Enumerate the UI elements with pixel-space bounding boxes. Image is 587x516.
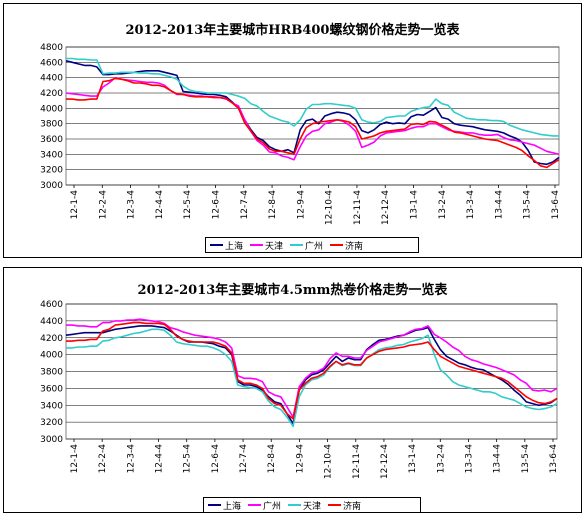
legend-swatch	[290, 244, 304, 246]
x-tick-label: 13-6-4	[551, 190, 561, 220]
x-tick-label: 12-12-4	[380, 444, 390, 479]
x-tick-label: 12-1-4	[70, 190, 80, 220]
x-tick-label: 12-5-4	[183, 190, 193, 220]
x-tick-label: 12-7-4	[240, 190, 250, 220]
x-tick-label: 13-3-4	[464, 444, 474, 474]
legend-item: 广州	[290, 239, 323, 252]
series-line-济南	[66, 321, 558, 420]
chart-legend: 上海 广州 天津 济南	[203, 497, 421, 513]
y-tick-label: 3800	[40, 368, 63, 378]
legend-swatch	[248, 504, 262, 506]
x-tick-label: 12-10-4	[325, 190, 335, 225]
series-line-广州	[66, 318, 558, 418]
y-tick-label: 4600	[40, 300, 63, 310]
legend-swatch	[288, 504, 302, 506]
x-tick-label: 12-7-4	[239, 444, 249, 474]
x-tick-label: 12-3-4	[127, 190, 137, 220]
x-tick-label: 12-6-4	[211, 190, 221, 220]
legend-swatch	[208, 504, 221, 506]
legend-label: 广州	[305, 241, 324, 252]
x-tick-label: 13-6-4	[549, 444, 559, 474]
chart-legend: 上海 天津 广州 济南	[205, 237, 419, 253]
x-tick-label: 12-12-4	[381, 190, 391, 225]
chart-title: 2012-2013年主要城市HRB400螺纹钢价格走势一览表	[125, 23, 460, 38]
y-tick-label: 4600	[40, 58, 63, 68]
legend-item: 天津	[250, 239, 283, 252]
series-line-济南	[66, 77, 560, 169]
legend-label: 上海	[225, 241, 244, 252]
legend-swatch	[328, 504, 342, 506]
legend-label: 广州	[263, 501, 282, 512]
x-tick-label: 12-9-4	[295, 444, 305, 474]
y-tick-label: 4000	[40, 351, 63, 361]
legend-item: 广州	[248, 499, 281, 512]
x-tick-label: 13-4-4	[494, 190, 504, 220]
legend-label: 济南	[343, 501, 362, 512]
x-tick-label: 12-8-4	[268, 190, 278, 220]
legend-label: 天津	[265, 241, 284, 252]
x-tick-label: 13-2-4	[436, 444, 446, 474]
x-tick-label: 13-1-4	[408, 444, 418, 474]
x-tick-label: 12-2-4	[98, 444, 108, 474]
y-tick-label: 3200	[40, 418, 63, 428]
legend-swatch	[330, 244, 344, 246]
x-tick-label: 12-9-4	[296, 190, 306, 220]
y-tick-label: 4400	[40, 317, 63, 327]
x-tick-label: 12-4-4	[155, 444, 165, 474]
x-tick-label: 13-1-4	[410, 190, 420, 220]
x-tick-label: 12-3-4	[126, 444, 136, 474]
y-tick-label: 3800	[40, 120, 63, 130]
y-tick-label: 3600	[40, 135, 63, 145]
legend-item: 天津	[288, 499, 321, 512]
legend-label: 上海	[223, 501, 242, 512]
series-line-天津	[66, 328, 558, 428]
x-tick-label: 12-10-4	[324, 444, 334, 479]
x-tick-label: 12-8-4	[267, 444, 277, 474]
x-tick-label: 13-2-4	[438, 190, 448, 220]
series-line-广州	[66, 57, 559, 137]
x-tick-label: 12-1-4	[70, 444, 80, 474]
y-tick-label: 3400	[40, 150, 63, 160]
legend-swatch	[210, 244, 223, 246]
legend-label: 天津	[303, 501, 322, 512]
x-tick-label: 13-5-4	[521, 444, 531, 474]
x-tick-label: 12-5-4	[183, 444, 193, 474]
legend-item: 上海	[210, 239, 243, 252]
x-tick-label: 12-4-4	[155, 190, 165, 220]
x-tick-label: 12-6-4	[211, 444, 221, 474]
chart-title: 2012-2013年主要城市4.5mm热卷价格走势一览表	[137, 283, 448, 298]
legend-item: 济南	[330, 239, 363, 252]
legend-label: 济南	[345, 241, 364, 252]
legend-item: 上海	[208, 499, 241, 512]
y-tick-label: 4200	[40, 89, 63, 99]
series-line-天津	[65, 76, 560, 161]
y-tick-label: 3000	[40, 181, 63, 191]
legend-item: 济南	[328, 499, 361, 512]
hot-coil-chart-panel: 2012-2013年主要城市4.5mm热卷价格走势一览表 3000 3200 340…	[3, 267, 582, 513]
rebar-chart-panel: 2012-2013年主要城市HRB400螺纹钢价格走势一览表 3000 3200 3…	[3, 3, 582, 258]
plot-area	[65, 46, 560, 186]
series-line-上海	[65, 325, 558, 425]
y-tick-label: 4400	[40, 74, 63, 84]
y-tick-label: 4800	[40, 43, 63, 53]
x-tick-label: 13-4-4	[493, 444, 503, 474]
y-tick-label: 4000	[40, 104, 63, 114]
x-tick-label: 12-11-4	[353, 190, 363, 225]
y-tick-label: 3200	[40, 166, 63, 176]
y-tick-label: 3400	[40, 401, 63, 411]
series-line-上海	[65, 60, 560, 166]
y-tick-label: 4200	[40, 334, 63, 344]
legend-swatch	[250, 244, 264, 246]
x-tick-label: 13-3-4	[466, 190, 476, 220]
hot-coil-plot: 3000 3200 3400 3600 3800 4000 4200 4400 4600 12-1…	[40, 300, 559, 479]
x-tick-label: 12-2-4	[98, 190, 108, 220]
y-tick-label: 3600	[40, 384, 63, 394]
y-tick-label: 3000	[40, 435, 63, 445]
x-tick-label: 12-11-4	[352, 444, 362, 479]
rebar-plot: 3000 3200 3400 3600 3800 4000 4200 4400 4600 4800…	[40, 43, 561, 225]
x-tick-label: 13-5-4	[523, 190, 533, 220]
